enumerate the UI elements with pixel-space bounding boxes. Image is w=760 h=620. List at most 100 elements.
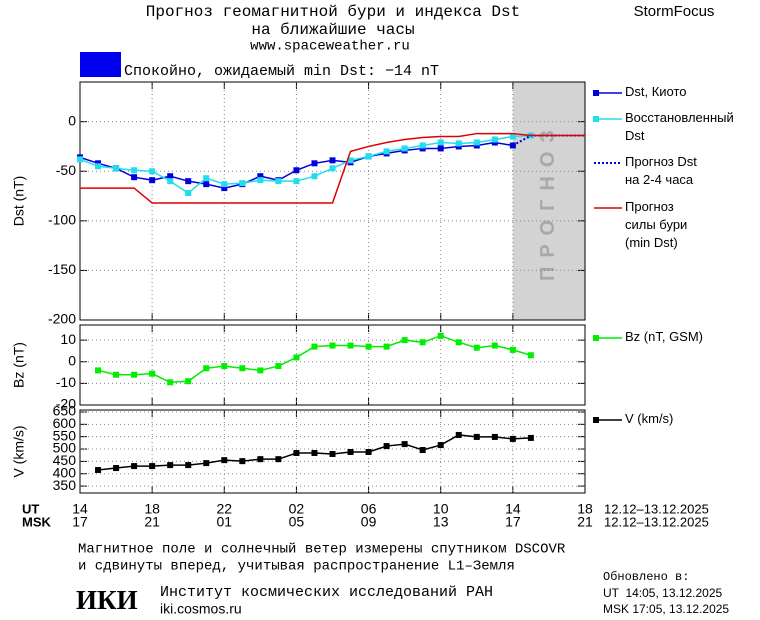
y-tick-label: 0 <box>68 112 76 128</box>
point <box>455 339 462 346</box>
point <box>455 140 462 147</box>
x-tick-label: 06 <box>361 501 377 517</box>
y-axis-title: Bz (nT) <box>11 342 27 388</box>
y-tick-label: -50 <box>56 162 76 178</box>
point <box>311 173 318 180</box>
point <box>239 180 246 187</box>
site: www.spaceweather.ru <box>250 39 410 55</box>
point <box>185 190 192 197</box>
point <box>473 433 480 440</box>
legend-label: Прогноз Dst на 2-4 часа <box>625 154 697 187</box>
point <box>527 434 534 441</box>
updated-line: UT 14:05, 13.12.2025 <box>603 586 723 600</box>
point <box>329 157 336 164</box>
x-tick-label: 10 <box>433 501 449 517</box>
point <box>131 167 138 174</box>
x-tick-label: 21 <box>577 514 593 530</box>
point <box>311 160 318 167</box>
institute: Институт космических исследований РАН <box>160 584 493 601</box>
plot-frame <box>79 409 586 494</box>
point <box>185 462 192 469</box>
logo: ИКИ <box>76 585 138 615</box>
series-line <box>80 132 585 204</box>
point <box>275 456 282 463</box>
y-tick-label: -10 <box>56 374 76 390</box>
y-tick-label: -150 <box>48 261 76 277</box>
series-line <box>97 335 532 384</box>
point <box>437 442 444 449</box>
point <box>203 460 210 467</box>
point <box>95 467 102 474</box>
point <box>437 139 444 146</box>
point <box>419 447 426 454</box>
point <box>329 165 336 172</box>
legend-marker <box>593 417 599 423</box>
point <box>455 431 462 438</box>
status-text: Спокойно, ожидаемый min Dst: −14 nT <box>124 63 439 80</box>
point <box>419 142 426 149</box>
point <box>419 339 426 346</box>
y-tick-label: 600 <box>53 415 77 431</box>
point <box>257 177 264 184</box>
point <box>329 450 336 457</box>
point <box>257 173 264 180</box>
x-tick-label: 09 <box>361 514 377 530</box>
note-line: и сдвинуты вперед, учитывая распростране… <box>78 559 515 575</box>
y-tick-label: 0 <box>68 352 76 368</box>
point <box>167 379 174 386</box>
point <box>401 441 408 448</box>
point <box>527 352 534 359</box>
legend-label: Dst, Киото <box>625 84 687 99</box>
point <box>347 157 354 164</box>
y-tick-label: 650 <box>53 403 77 419</box>
point <box>185 378 192 385</box>
point <box>383 443 390 450</box>
x-tick-label: 14 <box>505 501 521 517</box>
point <box>293 178 300 185</box>
point <box>203 365 210 372</box>
point <box>149 168 156 175</box>
point <box>473 344 480 351</box>
point <box>257 456 264 463</box>
point <box>257 367 264 374</box>
legend-marker <box>593 116 599 122</box>
point <box>293 167 300 174</box>
point <box>95 163 102 170</box>
point <box>221 457 228 464</box>
point <box>167 462 174 469</box>
point <box>437 332 444 339</box>
y-axis-title: V (km/s) <box>11 425 27 477</box>
point <box>311 343 318 350</box>
point <box>509 133 516 140</box>
point <box>275 178 282 185</box>
y-tick-label: -100 <box>48 212 76 228</box>
title-line: Прогноз геомагнитной бури и индекса Dst <box>146 3 520 21</box>
series-line <box>79 134 531 194</box>
point <box>401 145 408 152</box>
legend-marker <box>593 90 599 96</box>
point <box>149 370 156 377</box>
point <box>149 177 156 184</box>
y-tick-label: 400 <box>53 464 77 480</box>
point <box>113 165 120 172</box>
point <box>203 181 210 188</box>
point <box>491 136 498 143</box>
legend-label: Bz (nT, GSM) <box>625 329 703 344</box>
point <box>509 435 516 442</box>
point <box>239 458 246 465</box>
point <box>365 343 372 350</box>
point <box>113 465 120 472</box>
point <box>221 363 228 370</box>
x-row-name: MSK <box>22 514 52 529</box>
x-tick-label: 17 <box>72 514 88 530</box>
x-row-dates: 12.12–13.12.2025 <box>604 514 709 529</box>
x-tick-label: 05 <box>289 514 305 530</box>
point <box>221 181 228 188</box>
point <box>491 342 498 349</box>
point <box>131 371 138 378</box>
point <box>167 178 174 185</box>
point <box>113 371 120 378</box>
point <box>347 342 354 349</box>
point <box>131 174 138 181</box>
